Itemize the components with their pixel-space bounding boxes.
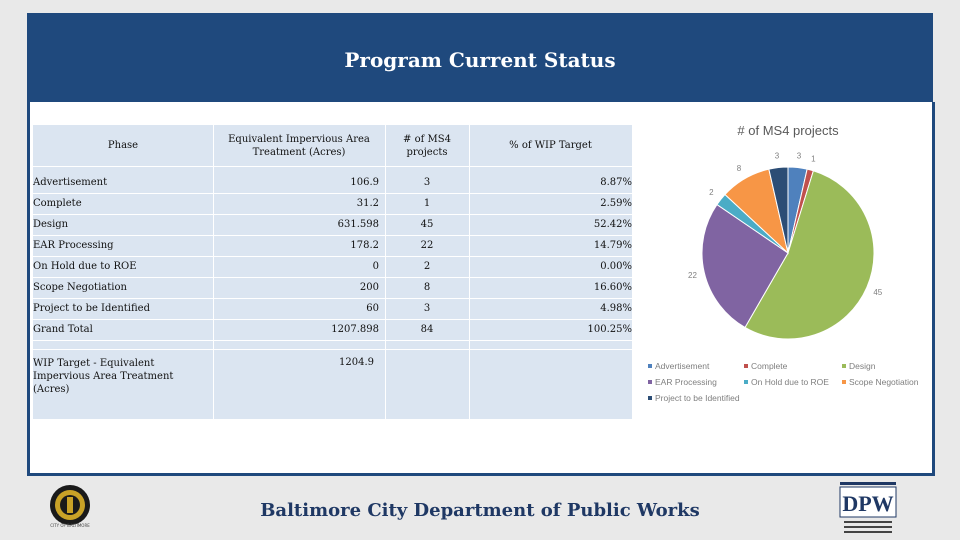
table-cell-phase: Complete [33, 198, 82, 209]
title-banner [27, 13, 933, 102]
table-divider [33, 319, 632, 320]
pie-data-label: 3 [775, 152, 780, 161]
wip-target-label: WIP Target - Equivalent Impervious Area … [33, 358, 174, 395]
table-divider [33, 166, 632, 167]
legend-label: On Hold due to ROE [751, 377, 829, 387]
table-divider [469, 125, 470, 419]
table-divider [33, 193, 632, 194]
table-divider [33, 349, 632, 350]
table-cell-acres: 31.2 [356, 198, 379, 209]
table-divider [33, 214, 632, 215]
table-cell-phase: Project to be Identified [33, 303, 150, 314]
chart-title: # of MS4 projects [737, 123, 839, 138]
table-cell-projects: 22 [420, 240, 434, 251]
page-title: Program Current Status [344, 48, 616, 72]
pie-data-label: 1 [811, 154, 816, 163]
dpw-logo-text: DPW [842, 491, 893, 516]
table-cell-pct: 2.59% [600, 198, 632, 209]
table-cell-phase: Grand Total [33, 324, 93, 335]
pie-data-label: 3 [797, 152, 802, 161]
table-cell-pct: 16.60% [593, 282, 632, 293]
city-seal-icon [50, 485, 90, 525]
table-cell-projects: 1 [423, 198, 431, 209]
pie-slice [768, 166, 789, 254]
table-cell-pct: 52.42% [593, 219, 632, 230]
table-cell-pct: 0.00% [600, 261, 632, 272]
legend-label: EAR Processing [655, 377, 717, 387]
col-header-phase: Phase [107, 140, 139, 151]
dpw-logo-icon: DPW [839, 482, 897, 533]
table-cell-acres: 1207.898 [331, 324, 379, 335]
table-cell-acres: 631.598 [337, 219, 379, 230]
table-cell-phase: Scope Negotiation [33, 282, 127, 293]
legend-swatch [648, 380, 652, 384]
table-cell-acres: 200 [359, 282, 379, 293]
table-cell-phase: Design [33, 219, 69, 230]
table-cell-projects: 2 [423, 261, 431, 272]
status-table: Phase Equivalent Impervious Area Treatme… [33, 125, 632, 419]
table-cell-projects: 3 [423, 303, 431, 314]
pie-data-label: 22 [688, 271, 697, 280]
legend-swatch [842, 364, 846, 368]
table-cell-acres: 0 [372, 261, 379, 272]
legend-label: Project to be Identified [655, 393, 740, 403]
table-cell-projects: 3 [423, 177, 431, 188]
wip-target-value: 1204.9 [339, 357, 374, 368]
legend-label: Design [849, 361, 876, 371]
table-cell-pct: 14.79% [593, 240, 632, 251]
col-header-acres: Equivalent Impervious Area Treatment (Ac… [228, 133, 370, 158]
table-divider [33, 340, 632, 341]
legend-label: Complete [751, 361, 788, 371]
legend-label: Scope Negotiation [849, 377, 919, 387]
pie-data-label: 8 [737, 164, 742, 173]
col-header-pct: % of WIP Target [509, 140, 592, 151]
legend-swatch [648, 364, 652, 368]
table-divider [33, 298, 632, 299]
table-cell-pct: 8.87% [600, 177, 632, 188]
table-cell-phase: EAR Processing [33, 240, 114, 251]
legend-swatch [842, 380, 846, 384]
table-cell-projects: 8 [423, 282, 431, 293]
pie-slice [701, 203, 789, 329]
pie-data-label: 2 [709, 188, 714, 197]
col-header-projects: # of MS4 projects [403, 133, 451, 158]
seal-caption: CITY OF BALTIMORE [50, 523, 90, 528]
table-cell-acres: 106.9 [350, 177, 379, 188]
table-cell-projects: 84 [420, 324, 434, 335]
table-cell-phase: On Hold due to ROE [33, 261, 137, 272]
table-divider [33, 235, 632, 236]
table-cell-acres: 178.2 [350, 240, 379, 251]
legend-label: Advertisement [655, 361, 710, 371]
pie-data-label: 45 [873, 288, 882, 297]
table-divider [33, 256, 632, 257]
pie-slice [744, 170, 875, 340]
table-cell-pct: 4.98% [600, 303, 632, 314]
table-cell-pct: 100.25% [587, 324, 633, 335]
table-divider [213, 125, 214, 419]
table-cell-projects: 45 [420, 219, 434, 230]
footer-org-name: Baltimore City Department of Public Work… [260, 500, 700, 521]
legend-swatch [744, 364, 748, 368]
table-divider [33, 277, 632, 278]
table-divider [385, 125, 386, 419]
legend-swatch [648, 396, 652, 400]
legend-swatch [744, 380, 748, 384]
table-cell-acres: 60 [366, 303, 379, 314]
table-cell-phase: Advertisement [33, 177, 108, 188]
